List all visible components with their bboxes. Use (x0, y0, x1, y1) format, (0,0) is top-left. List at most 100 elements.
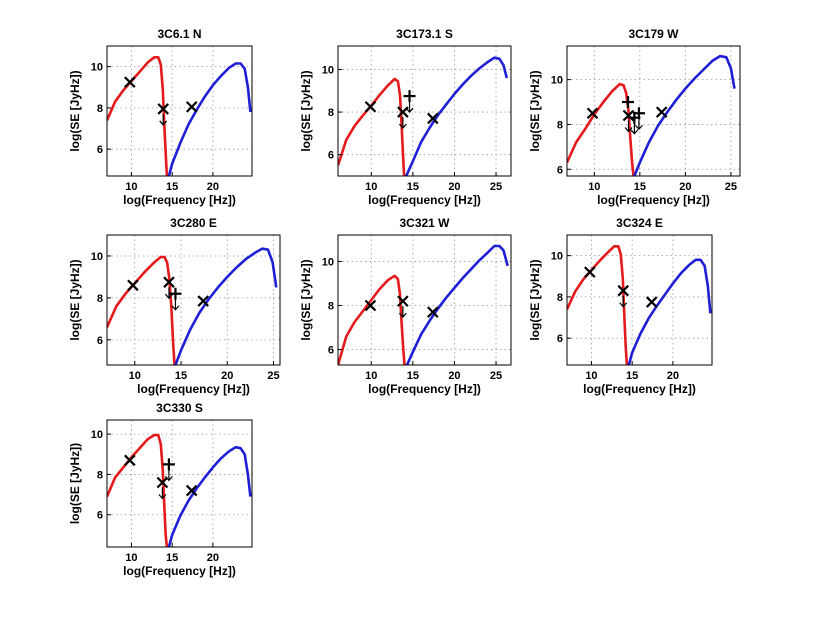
y-tick-label: 8 (328, 107, 334, 119)
synchrotron-curve (338, 274, 406, 365)
axes-frame (106, 234, 281, 366)
upper-limit-arrow (405, 101, 414, 113)
x-tick-label: 10 (125, 552, 137, 564)
data-point-cross (127, 279, 139, 292)
plot-area (567, 235, 712, 365)
x-tick-label: 20 (448, 181, 460, 193)
y-tick-label: 6 (328, 345, 334, 357)
upper-limit-arrow (624, 120, 633, 133)
x-tick-label: 10 (365, 370, 377, 382)
x-tick-label: 20 (207, 181, 219, 193)
axes-frame (106, 419, 253, 548)
y-axis-label: log(SE [JyHz]) (68, 259, 82, 340)
panel-title: 3C321 W (399, 216, 450, 230)
x-tick-label: 20 (679, 181, 691, 193)
upper-limit-arrow (398, 306, 407, 319)
x-tick-label: 25 (490, 370, 502, 382)
axes-frame (337, 234, 512, 366)
panel-title: 3C173.1 S (396, 27, 453, 41)
x-axis-label: log(Frequency [Hz]) (368, 382, 481, 396)
y-tick-label: 8 (97, 293, 103, 305)
data-point-cross (427, 306, 439, 318)
upper-limit-arrow (634, 118, 643, 131)
plot-area (107, 420, 252, 547)
data-point-cross (617, 284, 629, 297)
panel-title: 3C280 E (170, 216, 217, 230)
y-tick-label: 6 (557, 164, 563, 176)
y-axis-label: log(SE [JyHz]) (299, 70, 313, 151)
y-tick-label: 6 (557, 333, 563, 345)
inverse-compton-curve (167, 445, 252, 547)
data-point-plus (162, 458, 175, 471)
x-tick-label: 15 (407, 370, 419, 382)
data-point-cross (584, 266, 596, 278)
synchrotron-curve (338, 77, 406, 176)
data-point-cross (427, 112, 439, 125)
y-tick-label: 8 (97, 103, 103, 115)
x-tick-label: 25 (725, 181, 737, 193)
panel-title: 3C324 E (616, 216, 663, 230)
upper-limit-arrow (398, 117, 407, 129)
data-point-cross (397, 295, 409, 307)
x-axis-label: log(Frequency [Hz]) (597, 193, 710, 207)
panel-title: 3C6.1 N (157, 27, 201, 41)
x-tick-label: 15 (626, 370, 638, 382)
x-axis-label: log(Frequency [Hz]) (137, 382, 250, 396)
inverse-compton-curve (405, 56, 509, 176)
x-tick-label: 20 (667, 370, 679, 382)
x-tick-label: 25 (490, 181, 502, 193)
data-point-plus (169, 287, 182, 300)
y-tick-label: 10 (91, 62, 103, 74)
upper-limit-arrow (619, 295, 628, 308)
data-point-plus (403, 90, 416, 103)
x-tick-label: 25 (267, 370, 279, 382)
upper-limit-arrow (171, 298, 180, 311)
data-point-cross (645, 296, 658, 308)
x-tick-label: 10 (129, 370, 141, 382)
upper-limit-arrow (158, 487, 167, 500)
panel-1: 10 15 20 6 8 10 3C6.1 N log(Frequency [Hz]) log(… (68, 27, 253, 207)
y-tick-label: 6 (97, 335, 103, 347)
y-tick-label: 10 (322, 64, 334, 76)
x-tick-label: 10 (365, 181, 377, 193)
x-tick-label: 10 (585, 370, 597, 382)
y-axis-label: log(SE [JyHz]) (68, 70, 82, 151)
x-axis-label: log(Frequency [Hz]) (583, 382, 696, 396)
panel-7: 10 15 20 6 8 10 3C330 S log(Frequency [Hz]) log(… (68, 401, 253, 578)
inverse-compton-curve (633, 54, 736, 176)
axes-frame (106, 45, 253, 177)
inverse-compton-curve (627, 258, 712, 365)
y-tick-label: 10 (91, 251, 103, 263)
panel-6: 10 15 20 6 8 10 3C324 E log(Frequency [Hz]) log(… (528, 216, 713, 396)
x-tick-label: 10 (125, 181, 137, 193)
x-tick-label: 20 (448, 370, 460, 382)
data-point-cross (364, 100, 377, 113)
data-point-cross (185, 101, 198, 113)
plot-area (567, 46, 740, 176)
x-tick-label: 15 (634, 181, 646, 193)
x-tick-label: 10 (588, 181, 600, 193)
x-tick-label: 15 (166, 552, 178, 564)
x-axis-label: log(Frequency [Hz]) (123, 193, 236, 207)
inverse-compton-curve (167, 62, 252, 176)
inverse-compton-curve (174, 247, 278, 365)
y-tick-label: 6 (328, 150, 334, 162)
inverse-compton-curve (405, 244, 509, 365)
data-point-cross (124, 76, 136, 88)
y-axis-label: log(SE [JyHz]) (528, 259, 542, 340)
axes-frame (337, 45, 512, 177)
panel-3: 10 15 20 25 6 8 10 3C179 W log(Frequency [Hz]) lo… (528, 27, 741, 207)
synchrotron-curve (107, 56, 169, 176)
panel-4: 10 15 20 25 6 8 10 3C280 E log(Frequency [Hz]) lo… (68, 216, 281, 396)
y-tick-label: 10 (551, 75, 563, 87)
y-tick-label: 8 (328, 301, 334, 313)
data-point-cross (156, 476, 169, 489)
y-axis-label: log(SE [JyHz]) (528, 70, 542, 151)
upper-limit-arrow (165, 287, 173, 300)
y-tick-label: 6 (97, 510, 103, 522)
panel-title: 3C179 W (628, 27, 679, 41)
data-point-cross (197, 295, 209, 307)
y-axis-label: log(SE [JyHz]) (68, 443, 82, 524)
x-tick-label: 15 (407, 181, 419, 193)
